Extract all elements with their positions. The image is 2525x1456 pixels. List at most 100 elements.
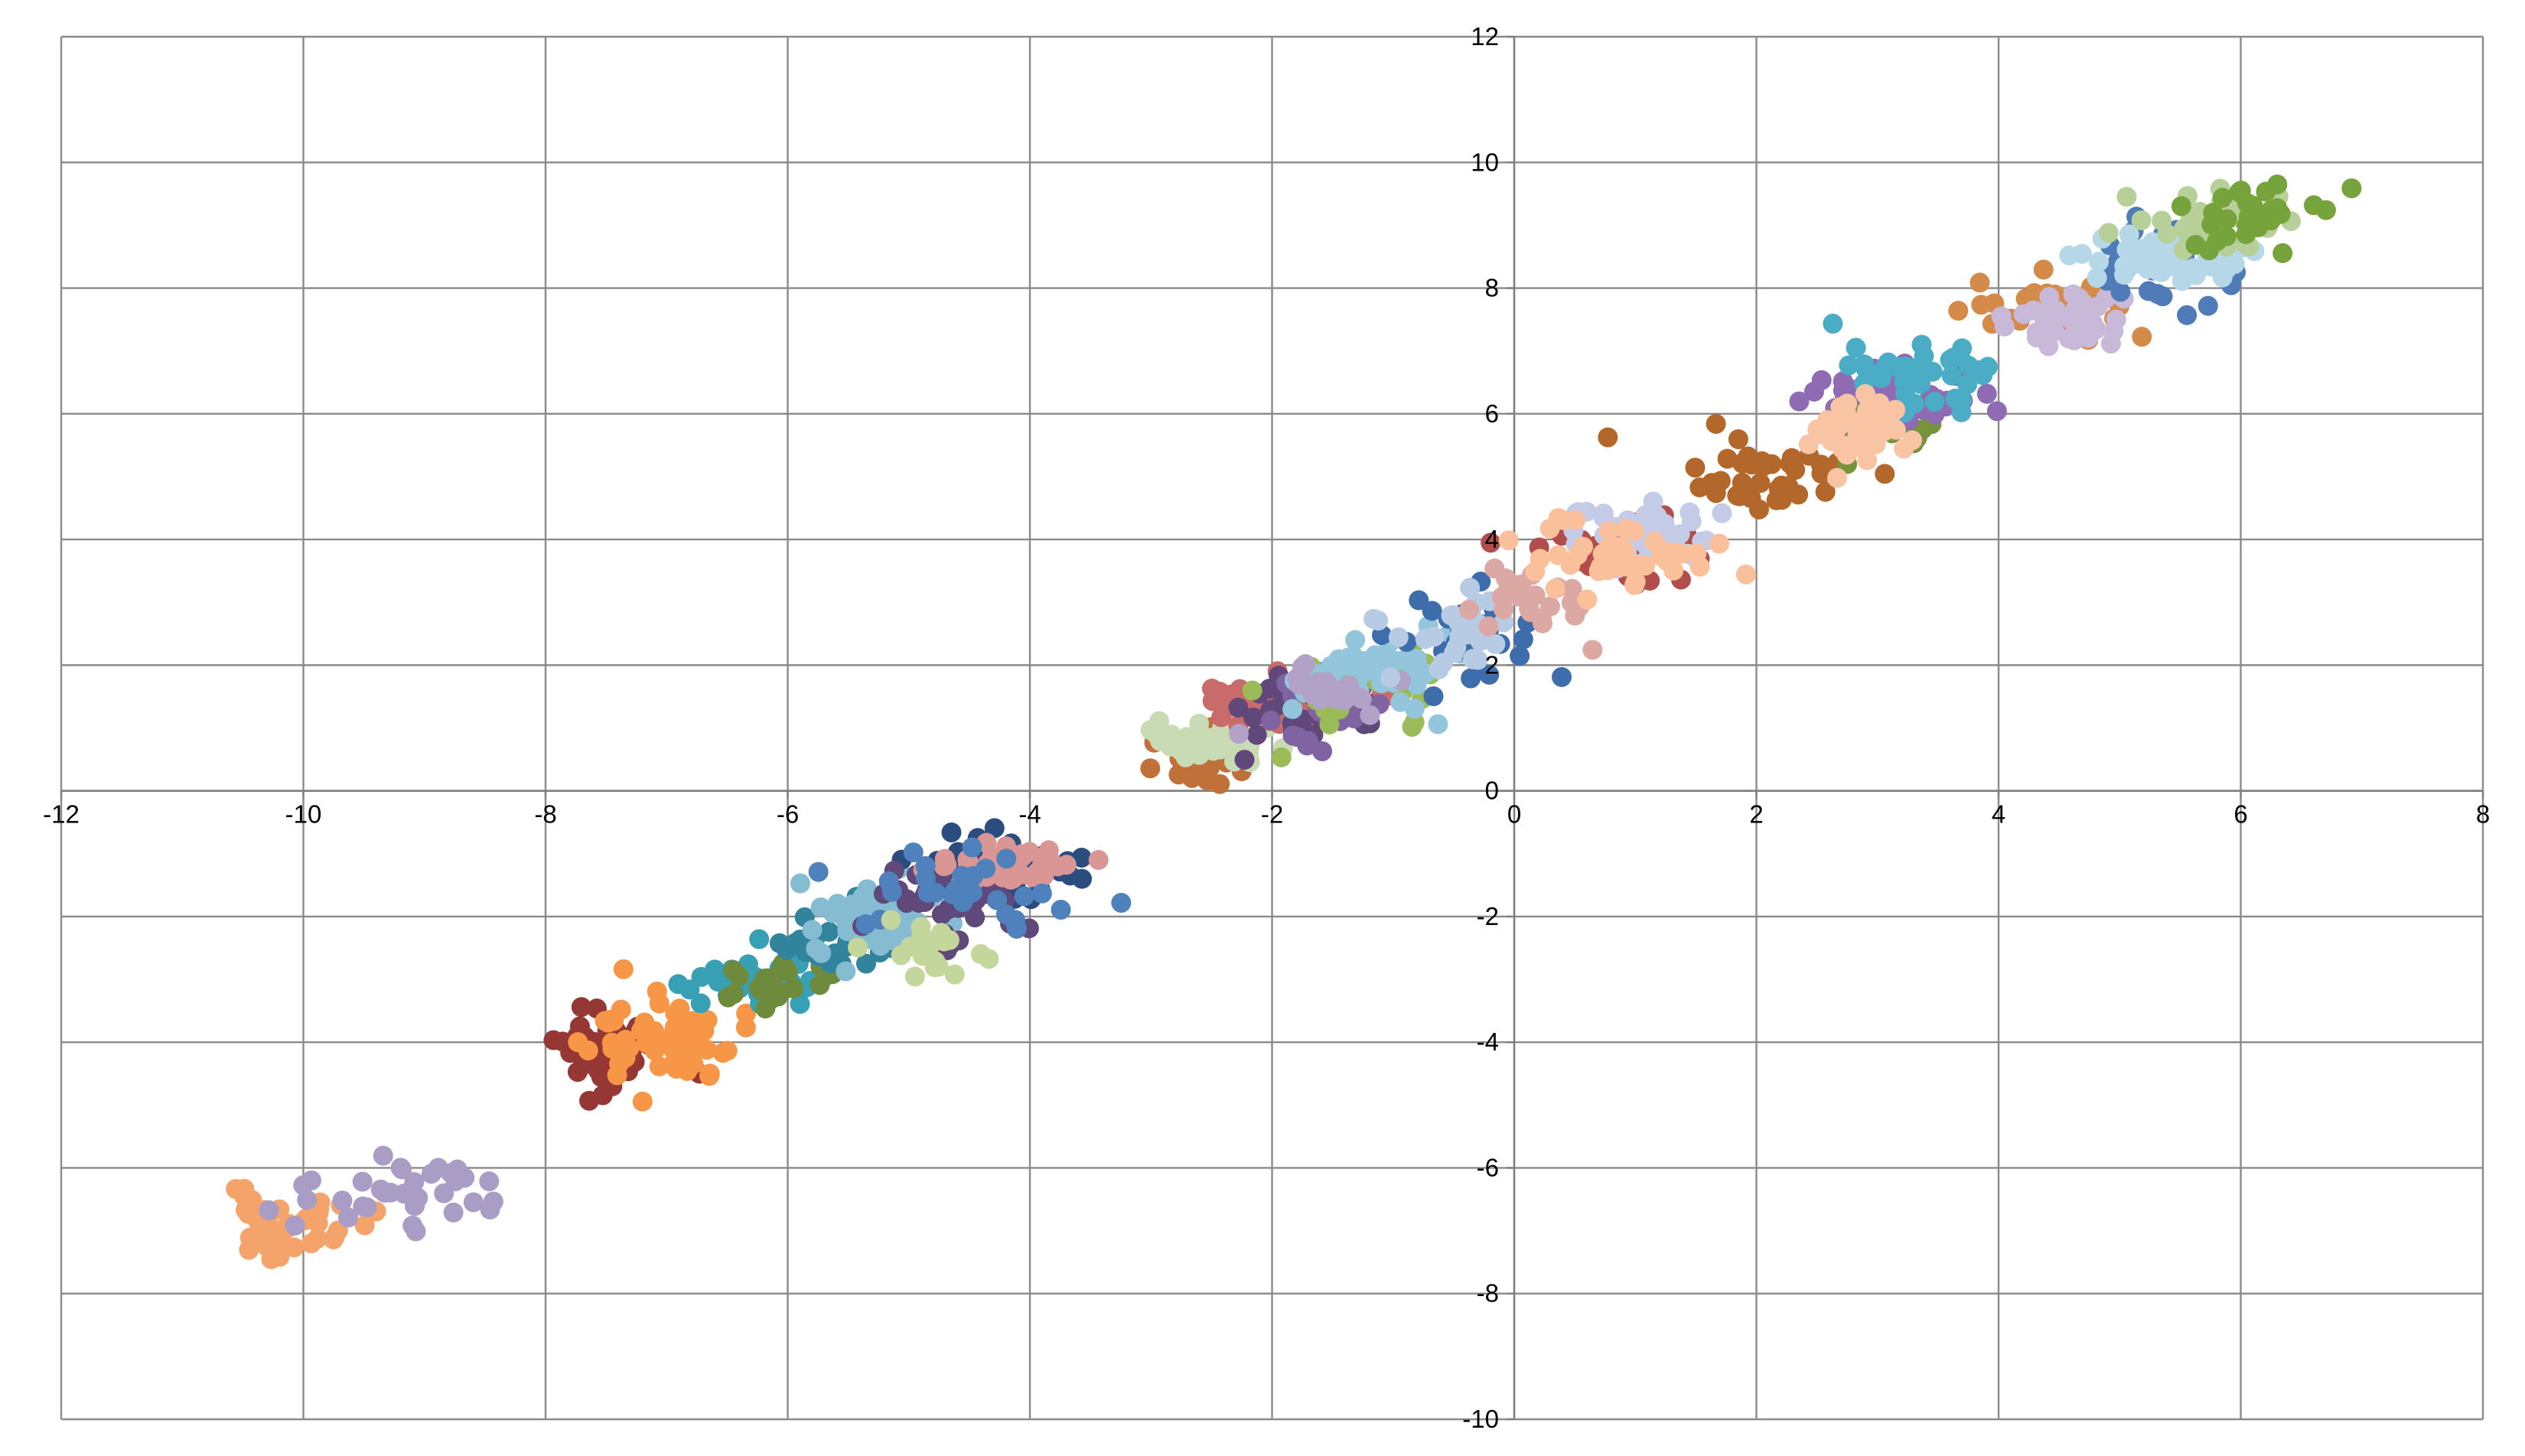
- y-tick-label: 2: [1485, 650, 1499, 679]
- data-point: [1406, 674, 1427, 695]
- y-tick-label: -6: [1477, 1153, 1499, 1181]
- data-point: [2272, 243, 2293, 263]
- data-point: [1350, 688, 1371, 708]
- data-point: [480, 1199, 500, 1220]
- data-point: [2037, 311, 2057, 332]
- data-point: [2116, 239, 2137, 260]
- data-point: [928, 956, 949, 977]
- data-point: [1712, 503, 1732, 523]
- data-point: [1885, 419, 1906, 440]
- data-point: [301, 1233, 321, 1254]
- data-point: [1832, 438, 1852, 459]
- data-point: [1423, 686, 1444, 707]
- data-point: [2024, 282, 2044, 303]
- data-point: [1860, 425, 1881, 446]
- data-point: [2038, 336, 2059, 357]
- data-point: [1444, 643, 1464, 663]
- data-point: [268, 1225, 288, 1246]
- data-point: [1625, 554, 1646, 575]
- data-point: [1689, 477, 1710, 498]
- y-tick-label: 12: [1471, 22, 1499, 50]
- data-point: [1706, 483, 1726, 503]
- data-point: [1875, 464, 1895, 484]
- data-point: [1481, 533, 1501, 553]
- data-point: [755, 998, 776, 1019]
- data-point: [1681, 511, 1702, 532]
- data-point: [1846, 337, 1866, 358]
- data-point: [613, 959, 634, 979]
- data-point: [1798, 434, 1819, 454]
- data-point: [1443, 604, 1464, 625]
- data-point: [1448, 626, 1469, 647]
- data-point: [2185, 235, 2206, 256]
- data-point: [1149, 718, 1170, 739]
- data-point: [1593, 503, 1614, 524]
- y-tick-label: -4: [1477, 1028, 1499, 1056]
- data-point: [1924, 392, 1945, 412]
- data-point: [1368, 611, 1389, 631]
- data-point: [404, 1196, 425, 1217]
- data-point: [984, 818, 1005, 839]
- data-point: [2267, 174, 2288, 195]
- data-point: [324, 1226, 345, 1247]
- data-point: [1243, 707, 1263, 728]
- data-point: [234, 1178, 255, 1199]
- data-point: [1539, 596, 1560, 617]
- data-point: [1308, 672, 1328, 692]
- data-point: [1111, 892, 1132, 913]
- data-point: [1174, 731, 1194, 752]
- data-point: [836, 961, 856, 982]
- data-point: [942, 884, 963, 904]
- vertical-gridlines: [60, 37, 2484, 1419]
- data-point: [1957, 374, 1978, 395]
- data-point: [1561, 592, 1582, 613]
- data-points: [226, 174, 2362, 1269]
- data-point: [1422, 601, 1442, 621]
- data-point: [1228, 697, 1249, 718]
- data-point: [1234, 749, 1255, 770]
- data-point: [1706, 413, 1726, 434]
- data-point: [1738, 446, 1758, 467]
- data-point: [2131, 210, 2152, 230]
- data-point: [2212, 187, 2233, 208]
- data-point: [2116, 187, 2137, 207]
- data-point: [1312, 741, 1333, 761]
- data-point: [2110, 282, 2131, 302]
- data-point: [1991, 306, 2012, 327]
- data-point: [428, 1158, 448, 1178]
- data-point: [965, 907, 986, 928]
- data-point: [2033, 259, 2054, 280]
- data-point: [1948, 301, 1969, 321]
- data-point: [1958, 356, 1979, 376]
- data-point: [1973, 365, 1993, 386]
- data-point: [2139, 281, 2159, 301]
- data-point: [649, 1056, 670, 1077]
- y-tick-label: 6: [1485, 399, 1499, 428]
- data-point: [2103, 321, 2124, 341]
- data-point: [811, 943, 832, 963]
- data-point: [939, 930, 960, 950]
- data-point: [1228, 723, 1249, 744]
- data-point: [238, 1204, 259, 1224]
- x-tick-label: -10: [285, 800, 322, 829]
- data-point: [676, 1041, 696, 1061]
- data-point: [987, 890, 1008, 910]
- y-tick-label: 8: [1485, 274, 1499, 302]
- data-point: [353, 1196, 373, 1217]
- data-point: [2243, 195, 2263, 216]
- data-point: [2251, 210, 2272, 231]
- data-point: [578, 1040, 598, 1060]
- data-point: [790, 873, 810, 894]
- data-point: [903, 842, 924, 863]
- data-point: [2088, 296, 2109, 317]
- data-point: [1056, 855, 1077, 875]
- data-point: [904, 966, 925, 987]
- data-point: [1624, 521, 1644, 542]
- data-point: [790, 994, 810, 1015]
- data-point: [1402, 656, 1422, 676]
- y-tick-label: -10: [1462, 1405, 1499, 1433]
- data-point: [1498, 530, 1519, 551]
- data-point: [2166, 257, 2187, 278]
- data-point: [1409, 590, 1429, 611]
